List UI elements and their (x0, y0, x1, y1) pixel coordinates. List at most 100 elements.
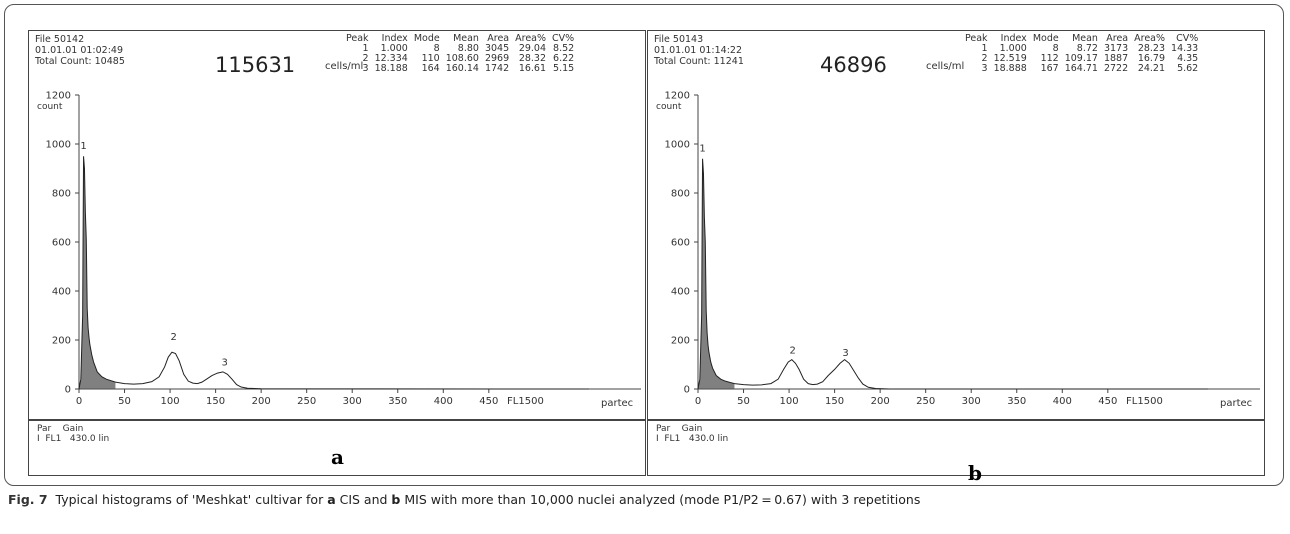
x-tick-label: 400 (434, 396, 453, 407)
peak-label: 1 (699, 143, 705, 154)
peak-cell: 164 (421, 63, 440, 74)
y-tick-label: 0 (684, 385, 690, 396)
x-tick-label: 150 (825, 396, 844, 407)
peak-cell: 8.72 (1076, 43, 1098, 54)
caption-text: MIS with more than 10,000 nuclei analyze… (400, 492, 921, 507)
peak-table: Peak Index Mode Mean Area Area% CV% 1 1.… (962, 34, 1201, 74)
concentration-unit: cells/ml (325, 61, 364, 72)
peak-cell: 28.32 (518, 53, 547, 64)
x-tick-label: 450 (1098, 396, 1117, 407)
peak-label: 1 (80, 141, 86, 152)
peak-table-row: 2 12.334 110 108.60 2969 28.32 6.22 (343, 54, 577, 64)
y-tick-label: 1000 (46, 140, 71, 151)
y-tick-label: 0 (65, 385, 71, 396)
x-tick-label: 450 (479, 396, 498, 407)
x-tick-label: 200 (252, 396, 271, 407)
peak-cell: 4.35 (1177, 53, 1199, 64)
x-tick-label: 200 (871, 396, 890, 407)
peak-cell: 18.188 (374, 63, 408, 74)
panel-letter-a: a (331, 445, 344, 469)
peak-table-header: Peak Index Mode Mean Area Area% CV% (962, 34, 1201, 44)
peak-cell: 6.22 (553, 53, 575, 64)
figure-caption: Fig. 7 Typical histograms of 'Meshkat' c… (8, 492, 920, 507)
gain-info: Par Gain I FL1 430.0 lin (37, 424, 109, 444)
peak-cell: 110 (421, 53, 440, 64)
peak-cell: 108.60 (445, 53, 479, 64)
peak-cell: 1 (981, 43, 988, 54)
peak-col-header: Index (1000, 33, 1027, 44)
y-tick-label: 800 (52, 189, 71, 200)
peak-cell: 29.04 (518, 43, 547, 54)
peak-cell: 2 (981, 53, 988, 64)
x-tick-label: 50 (737, 396, 750, 407)
gain-header: Par Gain (37, 424, 84, 434)
peak-col-header: Mean (453, 33, 479, 44)
total-count: Total Count: 10485 (35, 56, 125, 67)
histogram-line (78, 156, 590, 390)
cell-concentration: 46896 (820, 53, 887, 77)
x-tick-label: 350 (1007, 396, 1026, 407)
peak-cell: 3 (362, 63, 369, 74)
peak-col-header: CV% (552, 33, 575, 44)
peak-table-row: 3 18.888 167 164.71 2722 24.21 5.62 (962, 64, 1201, 74)
y-tick-label: 200 (52, 336, 71, 347)
file-info: File 50142 01.01.01 01:02:49 Total Count… (35, 34, 125, 67)
peak-label: 2 (790, 345, 796, 356)
peak-label: 3 (842, 348, 848, 359)
caption-fig-label: Fig. 7 (8, 492, 48, 507)
peak-cell: 1742 (484, 63, 510, 74)
peak-cell: 2722 (1103, 63, 1129, 74)
total-count: Total Count: 11241 (654, 56, 744, 67)
datetime: 01.01.01 01:02:49 (35, 45, 123, 56)
peak-table-row: 1 1.000 8 8.80 3045 29.04 8.52 (343, 44, 577, 54)
y-tick-label: 800 (671, 189, 690, 200)
x-tick-label: 400 (1053, 396, 1072, 407)
peak-cell: 2 (362, 53, 369, 64)
peak-col-header: Area% (515, 33, 547, 44)
file-info: File 50143 01.01.01 01:14:22 Total Count… (654, 34, 744, 67)
peak-cell: 167 (1040, 63, 1059, 74)
peak-cell: 160.14 (445, 63, 479, 74)
y-tick-label: 400 (52, 287, 71, 298)
peak-cell: 1887 (1103, 53, 1129, 64)
x-tick-label: 250 (916, 396, 935, 407)
gain-value: I FL1 430.0 lin (37, 434, 110, 444)
x-tick-label: 0 (695, 396, 701, 407)
y-tick-label: 600 (52, 238, 71, 249)
panel-header: File 50143 01.01.01 01:14:22 Total Count… (648, 31, 1264, 83)
x-tick-label: 350 (388, 396, 407, 407)
peak-cell: 18.888 (993, 63, 1027, 74)
datetime: 01.01.01 01:14:22 (654, 45, 742, 56)
peak-col-header: Index (381, 33, 408, 44)
peak-cell: 12.519 (993, 53, 1027, 64)
peak-cell: 8.52 (553, 43, 575, 54)
caption-text: Typical histograms of 'Meshkat' cultivar… (47, 492, 328, 507)
x-axis-label: FL1500 (507, 396, 544, 407)
peak-label: 3 (222, 358, 228, 369)
gain-value: I FL1 430.0 lin (656, 434, 729, 444)
gain-footer-b: Par Gain I FL1 430.0 lin b (647, 420, 1265, 485)
peak-cell: 2969 (484, 53, 510, 64)
panel-letter-b: b (968, 461, 982, 485)
peak-cell: 16.61 (518, 63, 547, 74)
y-axis-label: count (37, 102, 63, 112)
peak-col-header: Mean (1072, 33, 1098, 44)
y-axis-label: count (656, 102, 682, 112)
caption-text: CIS and (335, 492, 392, 507)
peak-col-header: Area% (1134, 33, 1166, 44)
histogram-line (697, 158, 1208, 390)
peak-cell: 16.79 (1137, 53, 1166, 64)
y-tick-label: 1000 (665, 140, 690, 151)
histogram-panel-a: File 50142 01.01.01 01:02:49 Total Count… (28, 30, 646, 420)
peak-col-header: CV% (1176, 33, 1199, 44)
file-number: File 50142 (35, 34, 85, 45)
y-tick-label: 200 (671, 336, 690, 347)
peak-cell: 5.15 (553, 63, 575, 74)
y-tick-label: 600 (671, 238, 690, 249)
peak-cell: 28.23 (1137, 43, 1166, 54)
peak-col-header: Peak (965, 33, 988, 44)
peak-cell: 3173 (1103, 43, 1129, 54)
peak-cell: 8 (1052, 43, 1059, 54)
gain-footer-a: Par Gain I FL1 430.0 lin a (28, 420, 646, 476)
